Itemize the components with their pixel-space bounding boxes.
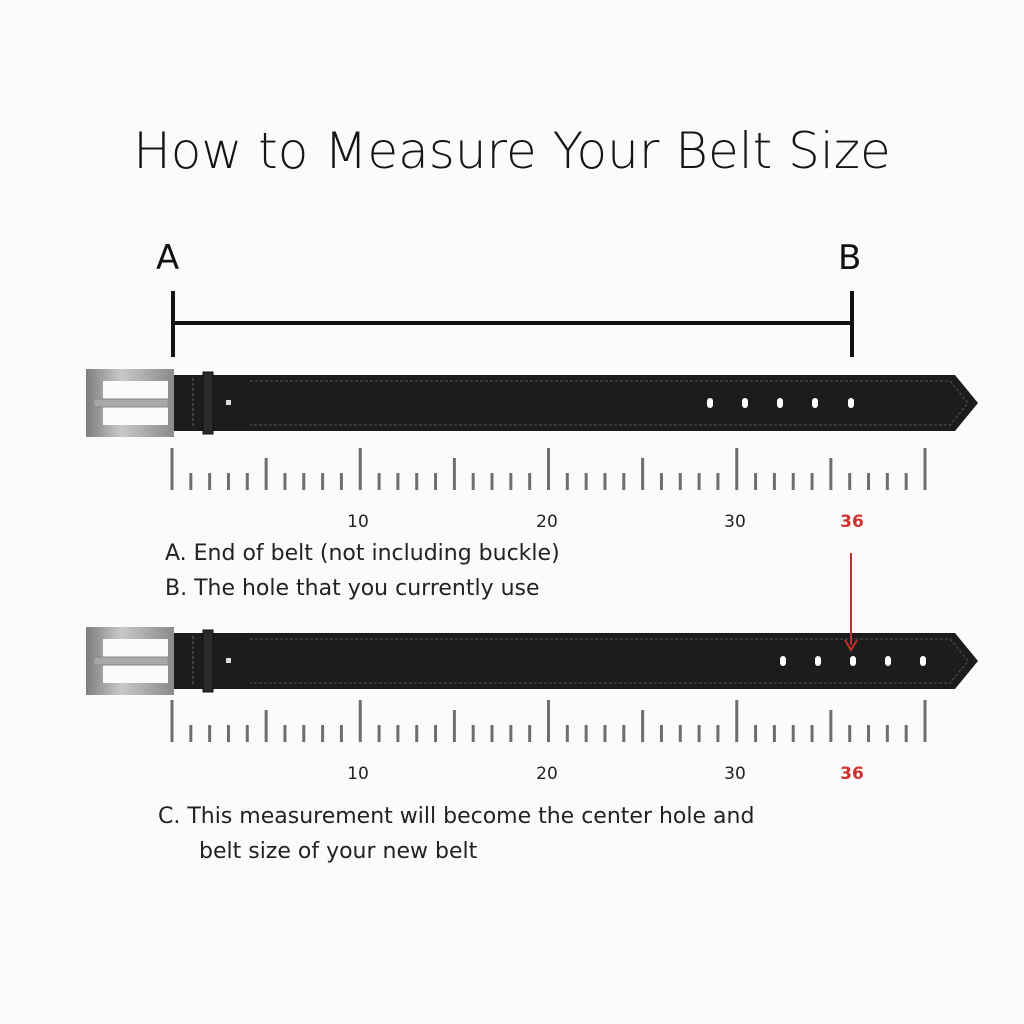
buckle-icon (86, 369, 174, 437)
red-arrow-icon (844, 553, 858, 652)
ruler-label-20: 20 (536, 764, 558, 784)
note-a: A. End of belt (not including buckle) (165, 541, 560, 566)
buckle-prong (93, 656, 169, 666)
ruler-label-30: 30 (724, 764, 746, 784)
belt-hole (707, 398, 713, 408)
belt-hole (848, 398, 854, 408)
ruler-label-10: 10 (347, 764, 369, 784)
belt-strap (168, 633, 978, 689)
note-c: C. This measurement will become the cent… (158, 804, 755, 829)
point-b-label: B (838, 238, 862, 278)
buckle-prong (93, 398, 169, 408)
ruler-label-10: 10 (347, 512, 369, 532)
belt-loop (202, 629, 214, 693)
belt-rivet (226, 400, 231, 405)
belt-hole (815, 656, 821, 666)
measurement-bracket (171, 291, 854, 357)
belt-stitching (250, 638, 969, 684)
belt-bottom (86, 627, 978, 695)
belt-hole (777, 398, 783, 408)
ruler-top (170, 448, 927, 490)
ruler-label-20: 20 (536, 512, 558, 532)
belt-rivet (226, 658, 231, 663)
buckle-icon (86, 627, 174, 695)
belt-top (86, 369, 978, 437)
belt-strap (168, 375, 978, 431)
ruler-bottom (170, 700, 927, 742)
belt-hole (780, 656, 786, 666)
belt-loop (202, 371, 214, 435)
ruler-label-36: 36 (840, 764, 864, 784)
belt-hole (850, 656, 856, 666)
belt-hole (812, 398, 818, 408)
belt-hole (920, 656, 926, 666)
ruler-label-36: 36 (840, 512, 864, 532)
note-b: B. The hole that you currently use (165, 576, 540, 601)
belt-hole (742, 398, 748, 408)
note-c-continued: belt size of your new belt (199, 839, 478, 864)
belt-stitching (250, 380, 969, 426)
page-title: How to Measure Your Belt Size (133, 122, 891, 180)
ruler-label-30: 30 (724, 512, 746, 532)
point-a-label: A (156, 238, 180, 278)
belt-hole (885, 656, 891, 666)
